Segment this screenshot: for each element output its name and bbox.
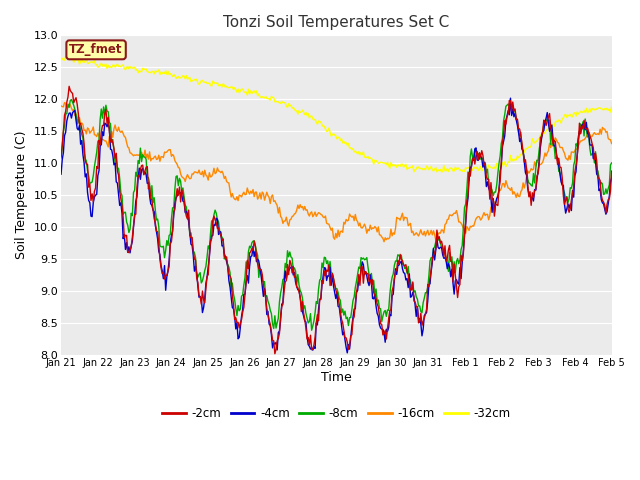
- -2cm: [367, 282, 375, 288]
- -4cm: [344, 350, 351, 356]
- -16cm: [367, 222, 374, 228]
- -32cm: [62, 53, 70, 59]
- -16cm: [464, 226, 472, 231]
- -16cm: [57, 103, 65, 109]
- -16cm: [559, 148, 567, 154]
- Title: Tonzi Soil Temperatures Set C: Tonzi Soil Temperatures Set C: [223, 15, 449, 30]
- -4cm: [463, 204, 470, 210]
- X-axis label: Time: Time: [321, 371, 352, 384]
- -32cm: [393, 165, 401, 170]
- -4cm: [559, 182, 567, 188]
- -4cm: [507, 96, 515, 101]
- -2cm: [559, 193, 567, 199]
- -16cm: [291, 211, 298, 217]
- -2cm: [292, 274, 300, 279]
- Line: -8cm: -8cm: [61, 100, 612, 330]
- -8cm: [394, 252, 402, 258]
- -4cm: [367, 272, 374, 278]
- -2cm: [271, 351, 278, 357]
- -8cm: [608, 160, 616, 166]
- -4cm: [393, 272, 401, 277]
- -8cm: [308, 327, 316, 333]
- -4cm: [57, 171, 65, 177]
- -8cm: [68, 97, 76, 103]
- -16cm: [608, 141, 616, 146]
- -32cm: [559, 115, 567, 120]
- -2cm: [394, 257, 402, 263]
- -32cm: [367, 155, 374, 161]
- Text: TZ_fmet: TZ_fmet: [69, 43, 123, 56]
- -2cm: [230, 301, 237, 307]
- -4cm: [608, 175, 616, 181]
- Line: -4cm: -4cm: [61, 98, 612, 353]
- -8cm: [291, 265, 298, 271]
- -2cm: [65, 84, 73, 89]
- -8cm: [230, 291, 237, 297]
- -8cm: [367, 271, 375, 276]
- -2cm: [464, 193, 472, 199]
- -32cm: [230, 87, 237, 93]
- -32cm: [464, 165, 472, 170]
- -8cm: [559, 186, 567, 192]
- -16cm: [230, 195, 237, 201]
- Legend: -2cm, -4cm, -8cm, -16cm, -32cm: -2cm, -4cm, -8cm, -16cm, -32cm: [157, 402, 515, 425]
- -16cm: [394, 216, 402, 221]
- Y-axis label: Soil Temperature (C): Soil Temperature (C): [15, 131, 28, 259]
- -32cm: [438, 169, 445, 175]
- -16cm: [380, 239, 388, 245]
- -8cm: [464, 169, 472, 175]
- -32cm: [291, 107, 298, 112]
- Line: -32cm: -32cm: [61, 56, 612, 172]
- -8cm: [57, 155, 65, 161]
- -2cm: [608, 168, 616, 174]
- -4cm: [228, 304, 236, 310]
- -16cm: [61, 100, 68, 106]
- Line: -2cm: -2cm: [61, 86, 612, 354]
- -32cm: [608, 104, 616, 109]
- -2cm: [57, 154, 65, 159]
- Line: -16cm: -16cm: [61, 103, 612, 242]
- -4cm: [289, 272, 297, 278]
- -32cm: [57, 57, 65, 62]
